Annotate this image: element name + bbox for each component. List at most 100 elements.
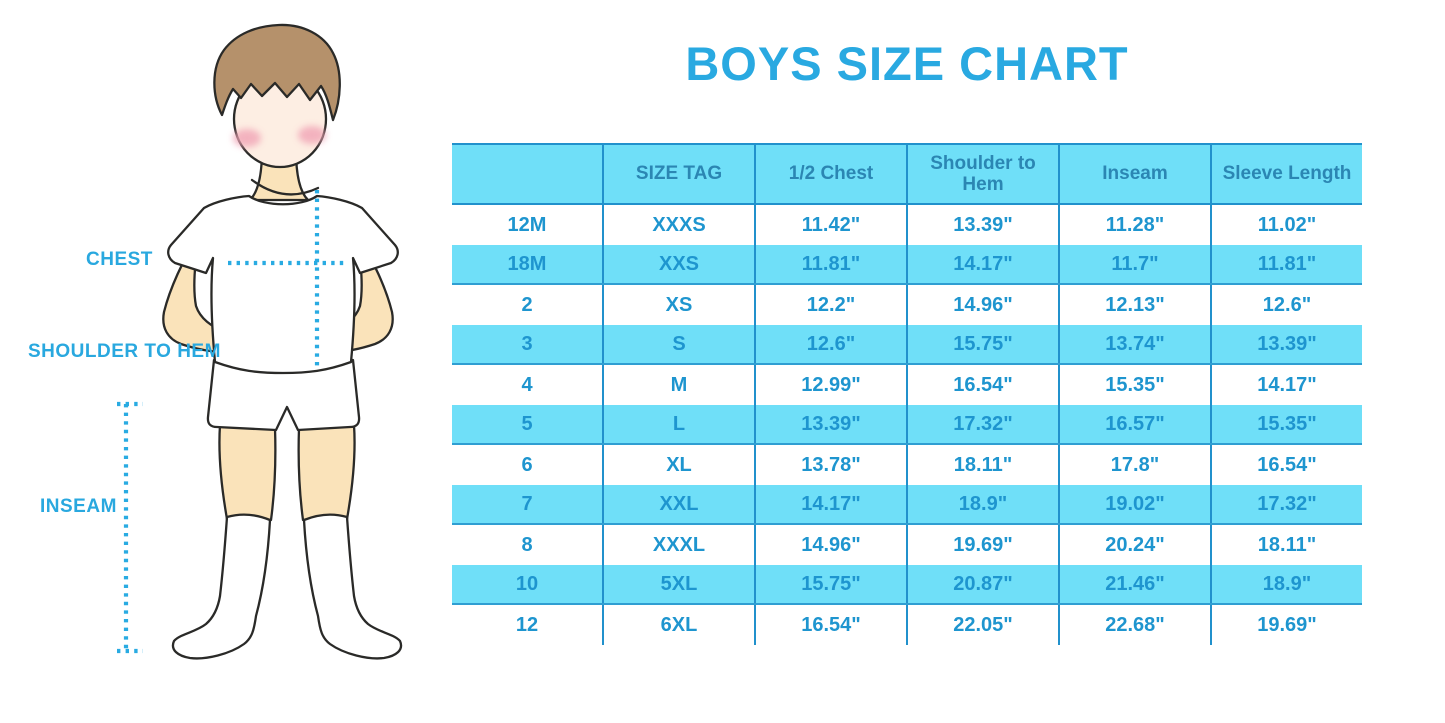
left-leg: [218, 423, 277, 522]
table-cell: 15.75": [908, 325, 1060, 363]
hair: [213, 23, 341, 122]
table-row: 6 XL 13.78" 18.11" 17.8" 16.54": [452, 445, 1362, 485]
shoulder-to-hem-label: SHOULDER TO HEM: [28, 341, 221, 362]
column-header: Shoulder to Hem: [908, 145, 1060, 203]
left-cheek: [233, 129, 261, 147]
table-cell: 13.39": [908, 205, 1060, 245]
table-cell: 19.02": [1060, 485, 1212, 523]
table-cell: 13.78": [756, 445, 908, 485]
table-cell: 22.05": [908, 605, 1060, 645]
table-cell: 17.32": [908, 405, 1060, 443]
table-cell: 20.87": [908, 565, 1060, 603]
table-cell: 20.24": [1060, 525, 1212, 565]
table-cell: 18.11": [908, 445, 1060, 485]
boy-measurement-illustration: [117, 23, 403, 660]
table-cell: 17.32": [1257, 492, 1317, 515]
table-cell: 15.75": [756, 565, 908, 603]
table-cell: 14.96": [908, 285, 1060, 325]
table-cell: XXXS: [604, 205, 756, 245]
table-cell: XXS: [604, 245, 756, 283]
table-cell: 11.02": [1257, 213, 1317, 236]
size-table: SIZE TAG 1/2 Chest Shoulder to Hem Inseam Sl…: [452, 143, 1362, 645]
column-header: SIZE TAG: [604, 145, 756, 203]
table-cell: 16.57": [1060, 405, 1212, 443]
table-cell: 4: [452, 365, 604, 405]
table-row: 18M XXS 11.81" 14.17" 11.7" 11.81": [452, 245, 1362, 285]
table-cell: 16.54": [1257, 453, 1317, 476]
table-cell: 14.96": [756, 525, 908, 565]
right-leg: [297, 423, 356, 522]
table-row: 10 5XL 15.75" 20.87" 21.46" 18.9": [452, 565, 1362, 605]
table-cell: 5: [452, 405, 604, 443]
table-cell: 14.17": [756, 485, 908, 523]
table-cell: 10: [452, 565, 604, 603]
table-cell: 11.28": [1060, 205, 1212, 245]
table-cell: 2: [452, 285, 604, 325]
table-cell: 12.99": [756, 365, 908, 405]
column-header: 1/2 Chest: [756, 145, 908, 203]
column-header: Sleeve Length: [1222, 163, 1352, 185]
column-header: [452, 145, 604, 203]
page-title: BOYS SIZE CHART: [685, 37, 1129, 90]
table-cell: M: [604, 365, 756, 405]
inseam-label: INSEAM: [40, 496, 117, 517]
table-cell: 11.7": [1060, 245, 1212, 283]
table-cell: 14.17": [1257, 373, 1317, 396]
table-cell: 12.6": [1262, 293, 1312, 316]
table-row: 12M XXXS 11.42" 13.39" 11.28" 11.02": [452, 205, 1362, 245]
chest-label: CHEST: [86, 249, 153, 270]
table-cell: 14.17": [908, 245, 1060, 283]
table-row: 8 XXXL 14.96" 19.69" 20.24" 18.11": [452, 525, 1362, 565]
table-row: 12 6XL 16.54" 22.05" 22.68" 19.69": [452, 605, 1362, 645]
table-row: 4 M 12.99" 16.54" 15.35" 14.17": [452, 365, 1362, 405]
table-row: 7 XXL 14.17" 18.9" 19.02" 17.32": [452, 485, 1362, 525]
table-cell: 18M: [452, 245, 604, 283]
left-arm: [162, 236, 228, 354]
table-cell: 18.9": [908, 485, 1060, 523]
table-cell: 16.54": [908, 365, 1060, 405]
table-cell: 13.39": [1257, 332, 1317, 355]
table-cell: 22.68": [1060, 605, 1212, 645]
table-cell: S: [604, 325, 756, 363]
table-cell: 12.2": [756, 285, 908, 325]
table-cell: 8: [452, 525, 604, 565]
right-cheek: [298, 126, 326, 144]
right-sock: [302, 513, 403, 660]
table-cell: 6: [452, 445, 604, 485]
table-cell: 16.54": [756, 605, 908, 645]
tshirt: [167, 194, 399, 375]
table-cell: 6XL: [604, 605, 756, 645]
table-cell: 12M: [452, 205, 604, 245]
table-cell: 11.81": [1257, 252, 1317, 275]
table-row: 2 XS 12.2" 14.96" 12.13" 12.6": [452, 285, 1362, 325]
table-cell: 17.8": [1060, 445, 1212, 485]
table-cell: 5XL: [604, 565, 756, 603]
table-cell: 13.74": [1060, 325, 1212, 363]
table-cell: XL: [604, 445, 756, 485]
table-cell: 13.39": [756, 405, 908, 443]
table-row: 3 S 12.6" 15.75" 13.74" 13.39": [452, 325, 1362, 365]
table-cell: 15.35": [1257, 412, 1317, 435]
table-cell: 19.69": [908, 525, 1060, 565]
table-cell: 12.13": [1060, 285, 1212, 325]
table-cell: 12: [452, 605, 604, 645]
table-cell: 18.9": [1262, 572, 1312, 595]
table-cell: L: [604, 405, 756, 443]
table-cell: 19.69": [1257, 613, 1317, 636]
column-header: Inseam: [1060, 145, 1212, 203]
table-cell: 18.11": [1257, 533, 1317, 556]
collar-line: [250, 178, 320, 196]
shorts: [206, 358, 361, 432]
table-cell: 7: [452, 485, 604, 523]
table-cell: XS: [604, 285, 756, 325]
table-cell: 11.42": [756, 205, 908, 245]
table-cell: 3: [452, 325, 604, 363]
table-cell: 15.35": [1060, 365, 1212, 405]
table-cell: 12.6": [756, 325, 908, 363]
table-cell: XXL: [604, 485, 756, 523]
table-cell: 21.46": [1060, 565, 1212, 603]
left-sock: [171, 513, 272, 660]
table-cell: XXXL: [604, 525, 756, 565]
table-row: 5 L 13.39" 17.32" 16.57" 15.35": [452, 405, 1362, 445]
